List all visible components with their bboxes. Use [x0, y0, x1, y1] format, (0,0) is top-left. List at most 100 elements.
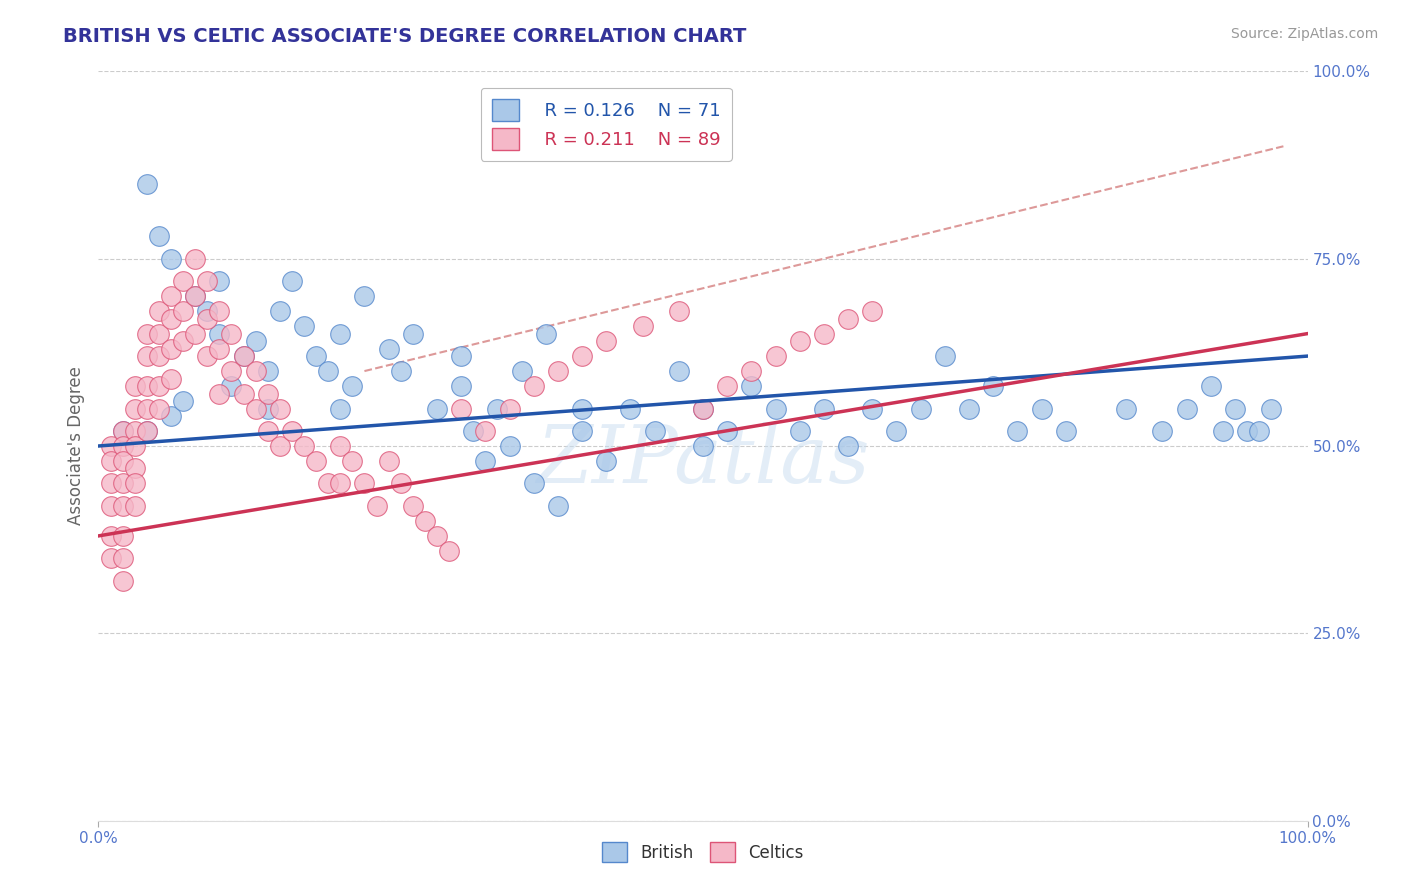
Point [523, 476, 546, 491]
Point [245, 401, 267, 416]
Point [1199, 379, 1222, 393]
Point [160, 409, 183, 423]
Point [256, 386, 278, 401]
Point [111, 574, 134, 588]
Point [1054, 424, 1077, 438]
Point [631, 319, 654, 334]
Point [111, 424, 134, 438]
Point [221, 326, 243, 341]
Point [124, 424, 146, 438]
Point [1249, 424, 1271, 438]
Point [692, 401, 714, 416]
Point [837, 439, 859, 453]
Point [619, 401, 641, 416]
Point [160, 342, 183, 356]
Point [813, 401, 835, 416]
Point [377, 454, 399, 468]
Point [111, 439, 134, 453]
Point [195, 349, 218, 363]
Point [402, 499, 425, 513]
Point [463, 424, 485, 438]
Point [232, 386, 254, 401]
Legend: British, Celtics: British, Celtics [592, 832, 814, 872]
Point [256, 424, 278, 438]
Point [329, 476, 352, 491]
Point [353, 476, 375, 491]
Point [208, 326, 231, 341]
Point [571, 349, 593, 363]
Point [135, 424, 157, 438]
Point [957, 401, 980, 416]
Point [342, 379, 364, 393]
Point [148, 304, 170, 318]
Point [195, 274, 218, 288]
Point [148, 401, 170, 416]
Point [789, 334, 811, 348]
Point [124, 476, 146, 491]
Point [813, 326, 835, 341]
Point [195, 311, 218, 326]
Text: Source: ZipAtlas.com: Source: ZipAtlas.com [1230, 27, 1378, 41]
Point [716, 379, 738, 393]
Point [305, 349, 328, 363]
Text: BRITISH VS CELTIC ASSOCIATE'S DEGREE CORRELATION CHART: BRITISH VS CELTIC ASSOCIATE'S DEGREE COR… [63, 27, 747, 45]
Point [571, 401, 593, 416]
Point [111, 424, 134, 438]
Point [160, 371, 183, 385]
Point [860, 401, 883, 416]
Point [100, 499, 122, 513]
Point [160, 311, 183, 326]
Point [292, 319, 315, 334]
Point [100, 529, 122, 543]
Point [100, 551, 122, 566]
Point [402, 326, 425, 341]
Point [450, 401, 472, 416]
Point [571, 424, 593, 438]
Point [377, 342, 399, 356]
Point [389, 364, 412, 378]
Point [474, 424, 496, 438]
Point [221, 379, 243, 393]
Point [111, 551, 134, 566]
Point [221, 364, 243, 378]
Point [184, 326, 207, 341]
Point [208, 274, 231, 288]
Point [595, 454, 617, 468]
Point [135, 177, 157, 191]
Point [329, 439, 352, 453]
Point [1212, 424, 1234, 438]
Point [789, 424, 811, 438]
Point [668, 364, 690, 378]
Point [124, 439, 146, 453]
Point [111, 454, 134, 468]
Point [148, 229, 170, 244]
Point [269, 439, 291, 453]
Point [523, 379, 546, 393]
Point [111, 499, 134, 513]
Point [510, 364, 533, 378]
Point [1007, 424, 1029, 438]
Point [208, 386, 231, 401]
Point [342, 454, 364, 468]
Point [160, 289, 183, 303]
Point [886, 424, 908, 438]
Point [547, 364, 569, 378]
Point [124, 401, 146, 416]
Point [148, 349, 170, 363]
Point [135, 401, 157, 416]
Point [765, 401, 787, 416]
Point [245, 364, 267, 378]
Y-axis label: Associate's Degree: Associate's Degree [66, 367, 84, 525]
Point [316, 476, 339, 491]
Point [100, 476, 122, 491]
Point [135, 349, 157, 363]
Point [498, 439, 520, 453]
Point [437, 544, 460, 558]
Point [100, 454, 122, 468]
Point [765, 349, 787, 363]
Point [413, 514, 436, 528]
Point [329, 326, 352, 341]
Text: ZIPatlas: ZIPatlas [536, 422, 870, 500]
Point [124, 461, 146, 475]
Point [1031, 401, 1053, 416]
